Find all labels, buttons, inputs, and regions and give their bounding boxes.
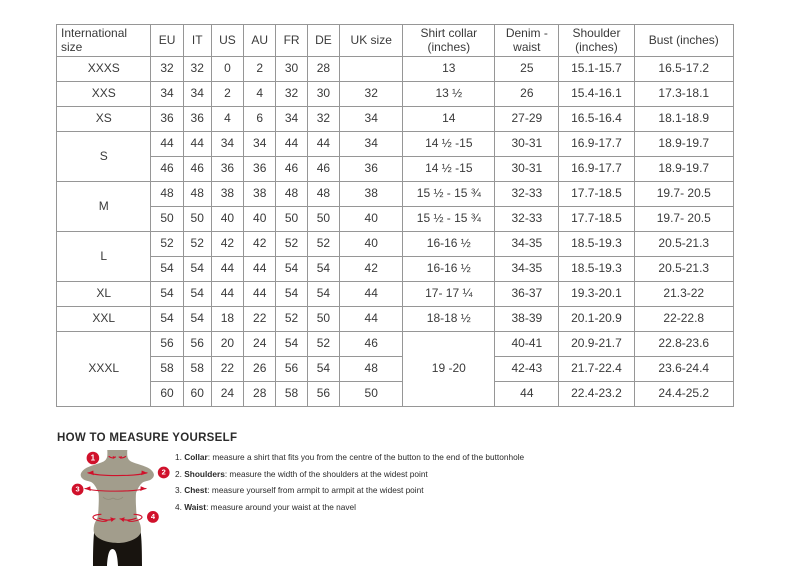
svg-text:3: 3 bbox=[76, 485, 80, 494]
svg-text:2: 2 bbox=[162, 468, 166, 477]
svg-text:1: 1 bbox=[91, 453, 96, 462]
